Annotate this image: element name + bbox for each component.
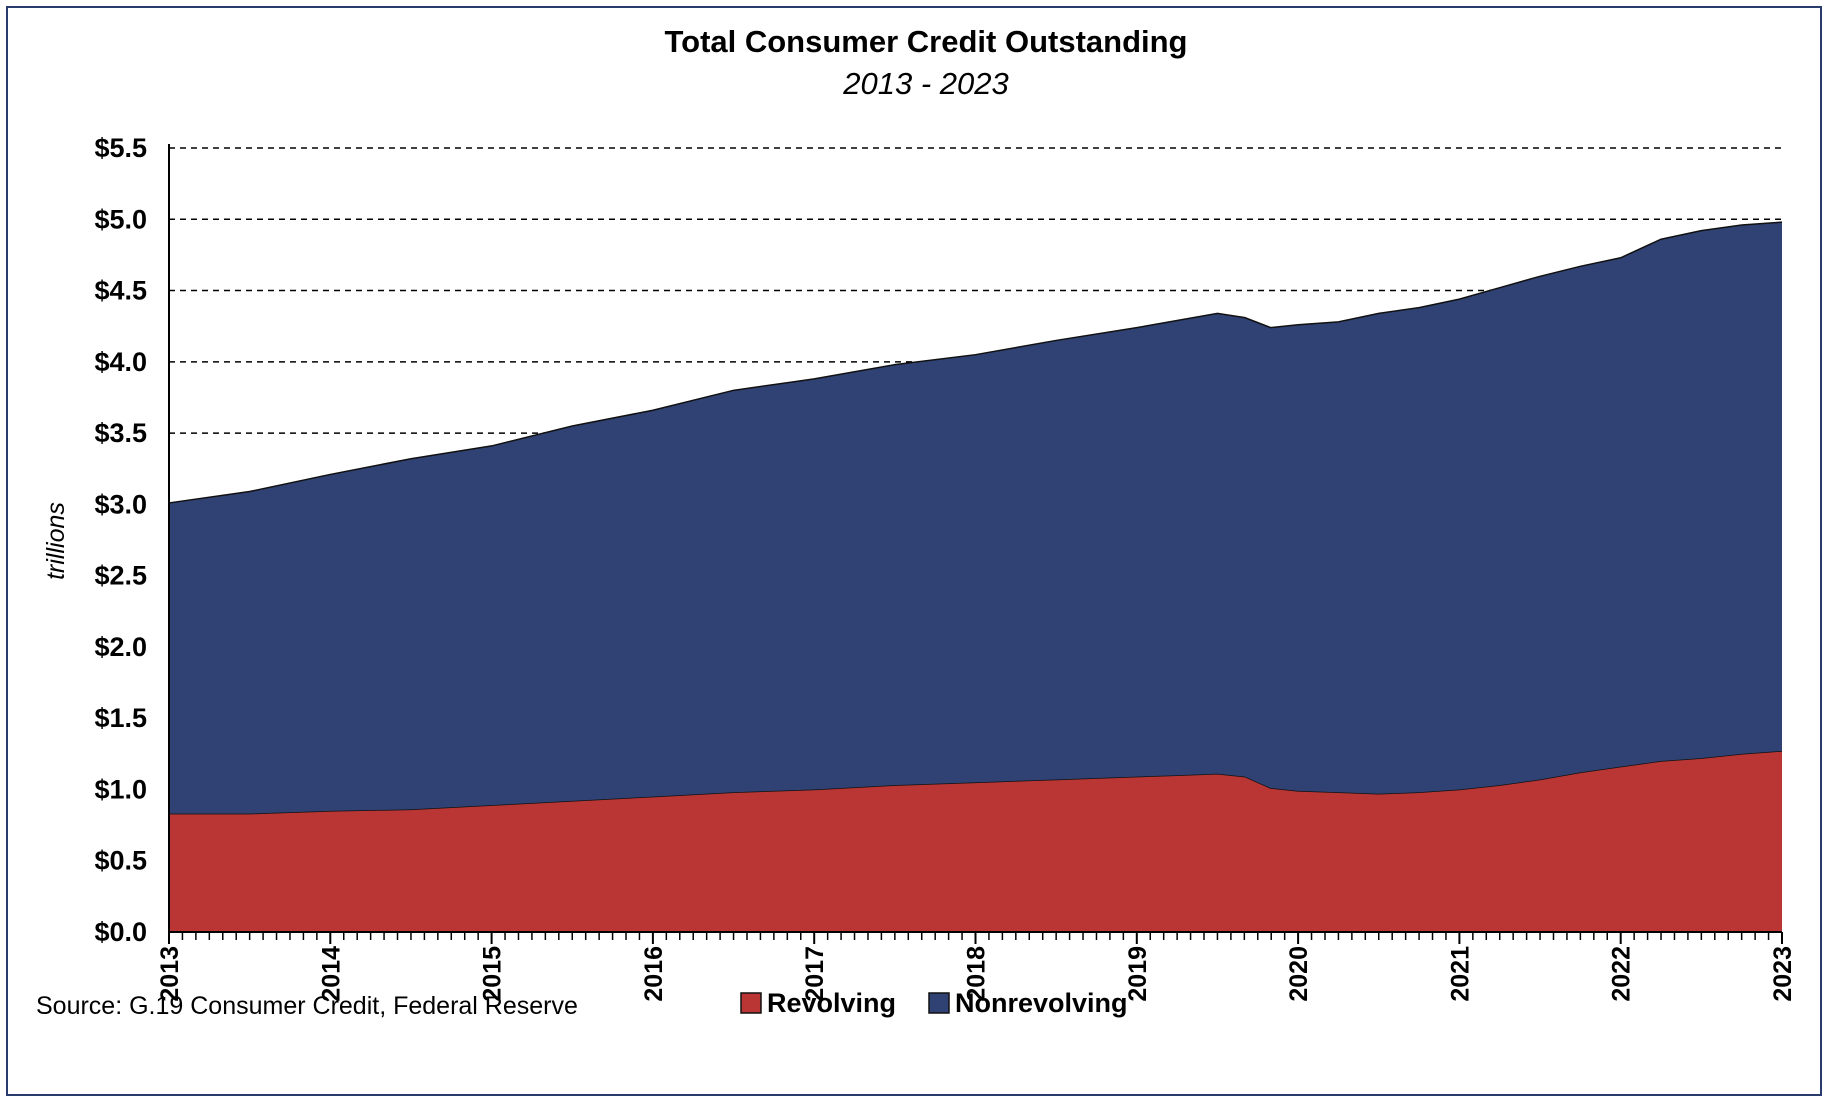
y-tick-label: $3.0: [94, 489, 147, 519]
source-note: Source: G.19 Consumer Credit, Federal Re…: [36, 992, 578, 1020]
x-tick-label: 2023: [1769, 946, 1797, 1002]
y-tick-label: $5.0: [94, 204, 147, 234]
y-tick-label: $1.5: [94, 703, 147, 733]
legend-label: Nonrevolving: [955, 988, 1128, 1018]
x-tick-label: 2017: [801, 946, 829, 1002]
x-tick-label: 2016: [640, 946, 668, 1002]
chart-subtitle: 2013 - 2023: [842, 66, 1008, 101]
area-nonrevolving: [169, 222, 1782, 814]
chart-frame: Total Consumer Credit Outstanding 2013 -…: [6, 6, 1822, 1096]
area-layers: [168, 221, 1783, 932]
y-tick-label: $5.5: [94, 133, 147, 163]
y-tick-label: $4.0: [94, 347, 147, 377]
legend: Revolving Nonrevolving: [740, 988, 1128, 1018]
area-revolving: [169, 750, 1782, 932]
chart-title: Total Consumer Credit Outstanding: [665, 24, 1188, 59]
x-tick-label: 2020: [1285, 946, 1313, 1002]
y-tick-label: $0.0: [94, 917, 147, 947]
y-tick-label: $1.0: [94, 774, 147, 804]
legend-label: Revolving: [767, 988, 896, 1018]
y-tick-label: $3.5: [94, 418, 147, 448]
x-tick-label: 2019: [1124, 946, 1152, 1002]
legend-item-nonrevolving: Nonrevolving: [928, 988, 1128, 1018]
legend-item-revolving: Revolving: [740, 988, 896, 1018]
x-tick-label: 2021: [1446, 946, 1474, 1002]
consumer-credit-chart: Total Consumer Credit Outstanding 2013 -…: [36, 24, 1797, 1020]
x-tick-label: 2013: [156, 946, 184, 1002]
area-outline-nonrevolving: [168, 221, 1783, 504]
legend-swatch: [928, 992, 950, 1014]
y-tick-label: $0.5: [94, 846, 147, 876]
y-tick-label: $2.0: [94, 632, 147, 662]
y-axis-label: trillions: [42, 502, 70, 580]
legend-swatch: [740, 992, 762, 1014]
x-tick-label: 2018: [963, 946, 991, 1002]
x-tick-label: 2015: [479, 946, 507, 1002]
y-tick-labels: $0.0 $0.5 $1.0 $1.5 $2.0 $2.5 $3.0 $3.5 $4.0 $4.5…: [94, 133, 147, 947]
axes: [168, 144, 1783, 944]
x-tick-labels: 2013 2014 2015 2016 2017 2018 2019 2020 2021 2022…: [156, 946, 1797, 1002]
y-tick-label: $2.5: [94, 561, 147, 591]
x-tick-label: 2014: [317, 946, 345, 1002]
x-tick-label: 2022: [1608, 946, 1636, 1002]
y-tick-label: $4.5: [94, 276, 147, 306]
